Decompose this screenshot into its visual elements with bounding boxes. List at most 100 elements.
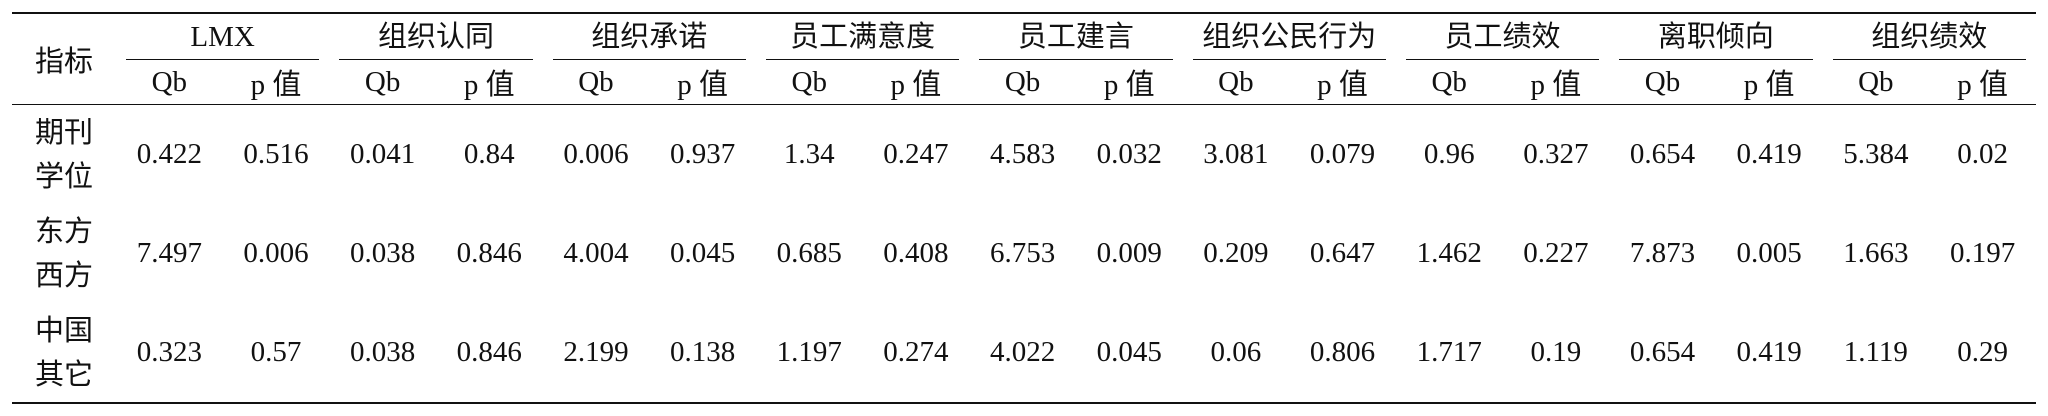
cell: 0.422: [136, 138, 202, 170]
sub-header: Qb: [755, 60, 863, 105]
cell: 4.022: [969, 303, 1076, 404]
group-label: 员工绩效: [1405, 15, 1600, 60]
cell: 0.846: [435, 303, 543, 404]
row-label-line: 西方: [34, 259, 93, 292]
cell: 0.327: [1523, 138, 1589, 170]
group-label: 员工建言: [979, 15, 1173, 60]
row-label-line: 学位: [34, 160, 93, 193]
sub-header: Qb: [1822, 60, 1930, 105]
cell: 0.84: [463, 138, 515, 170]
cell: 0.009: [1096, 237, 1162, 269]
cell: 6.753: [989, 237, 1056, 269]
cell: 3.081: [1203, 138, 1269, 170]
cell: 0.005: [1736, 237, 1802, 269]
cell: 0.197: [1949, 237, 2016, 269]
sub-header: p 值: [862, 60, 970, 105]
cell: 0.937: [669, 138, 736, 170]
group-header: 组织承诺: [542, 12, 756, 60]
cell: 0.209: [1203, 237, 1269, 269]
sub-header: Qb: [329, 60, 436, 105]
cell: 0.079: [1309, 138, 1376, 170]
cell: 0.323: [116, 303, 223, 404]
cell: 0.419: [1736, 138, 1802, 170]
cell: 0.038: [350, 237, 416, 269]
cell: 0.274: [862, 303, 970, 404]
sub-header: p 值: [1289, 60, 1396, 105]
cell: 1.462: [1416, 237, 1482, 269]
sub-header: Qb: [969, 60, 1076, 105]
cell: 0.57: [222, 303, 330, 404]
group-label: 组织绩效: [1832, 15, 2026, 60]
cell: 0.654: [1609, 303, 1716, 404]
group-header-row: 指标 LMX 组织认同 组织承诺 员工满意度 员工建言 组织公民行为 员工绩效 离职倾向 组织绩…: [12, 12, 2036, 105]
cell: 0.006: [243, 237, 309, 269]
group-header: 员工绩效: [1395, 12, 1610, 60]
sub-header: p 值: [1929, 60, 2036, 105]
cell: 7.873: [1629, 237, 1696, 269]
group-header: LMX: [116, 12, 330, 60]
sub-header: p 值: [435, 60, 543, 105]
cell: 0.247: [883, 138, 949, 170]
cell: 1.34: [783, 138, 835, 170]
cell: 0.29: [1929, 303, 2036, 404]
cell: 4.583: [989, 138, 1056, 170]
row-label-line: 东方: [34, 215, 93, 248]
cell: 4.004: [563, 237, 629, 269]
cell: 0.138: [649, 303, 756, 404]
row-label: 期刊 学位: [12, 105, 116, 205]
cell: 1.197: [755, 303, 863, 404]
cell: 7.497: [136, 237, 202, 269]
cell: 0.006: [563, 138, 629, 170]
row-label: 东方 西方: [12, 204, 116, 303]
cell: 0.038: [329, 303, 436, 404]
sub-header: p 值: [649, 60, 756, 105]
cell: 2.199: [542, 303, 650, 404]
group-header: 员工满意度: [755, 12, 970, 60]
cell: 0.045: [1075, 303, 1183, 404]
cell: 0.408: [883, 237, 949, 269]
group-label: LMX: [126, 15, 320, 60]
group-header: 离职倾向: [1609, 12, 1823, 60]
sub-header: Qb: [1609, 60, 1716, 105]
cell: 0.02: [1957, 138, 2008, 170]
row-label-line: 中国: [34, 314, 93, 347]
data-table: 指标 LMX 组织认同 组织承诺 员工满意度 员工建言 组织公民行为 员工绩效 离职倾向 组织绩…: [12, 12, 2036, 404]
cell: 0.419: [1715, 303, 1823, 404]
cell: 0.227: [1523, 237, 1589, 269]
sub-header: p 值: [222, 60, 330, 105]
group-label: 员工满意度: [765, 15, 960, 60]
cell: 0.516: [243, 138, 309, 170]
cell: 0.96: [1423, 138, 1475, 170]
cell: 0.806: [1289, 303, 1396, 404]
group-label: 组织承诺: [552, 15, 746, 60]
group-label: 离职倾向: [1619, 15, 1813, 60]
corner-header: 指标: [12, 12, 116, 105]
cell: 0.19: [1502, 303, 1610, 404]
group-label: 组织公民行为: [1192, 15, 1386, 60]
cell: 0.654: [1629, 138, 1696, 170]
sub-header: p 值: [1075, 60, 1183, 105]
sub-header: Qb: [542, 60, 650, 105]
cell: 5.384: [1843, 138, 1909, 170]
sub-header: Qb: [1182, 60, 1290, 105]
cell: 1.663: [1843, 237, 1909, 269]
sub-header: p 值: [1502, 60, 1610, 105]
row-label: 中国 其它: [12, 303, 116, 404]
group-header: 员工建言: [969, 12, 1183, 60]
sub-header: p 值: [1715, 60, 1823, 105]
sub-header: Qb: [1395, 60, 1503, 105]
row-label-line: 期刊: [34, 116, 93, 149]
cell: 0.041: [350, 138, 416, 170]
data-row: 东方 西方 7.497 0.006 0.038 0.846 4.004 0.045 0.685 0…: [12, 204, 2036, 303]
cell: 0.045: [669, 237, 736, 269]
sub-header-row: Qb p 值 Qb p 值 Qb p 值 Qb p 值 Qb p 值 Qb p 值 Qb p 值 Qb p 值…: [12, 60, 2036, 105]
group-header: 组织绩效: [1822, 12, 2036, 60]
cell: 0.06: [1182, 303, 1290, 404]
group-label: 组织认同: [339, 15, 533, 60]
cell: 0.647: [1309, 237, 1376, 269]
data-row: 期刊学位 0.422 0.516 0.041 0.84 0.006 0.937 1.34 0.2…: [12, 105, 2036, 205]
cell: 1.717: [1395, 303, 1503, 404]
sub-header: Qb: [116, 60, 223, 105]
data-row: 中国 其它 0.323 0.57 0.038 0.846 2.199 0.138 1.197 0.…: [12, 303, 2036, 404]
